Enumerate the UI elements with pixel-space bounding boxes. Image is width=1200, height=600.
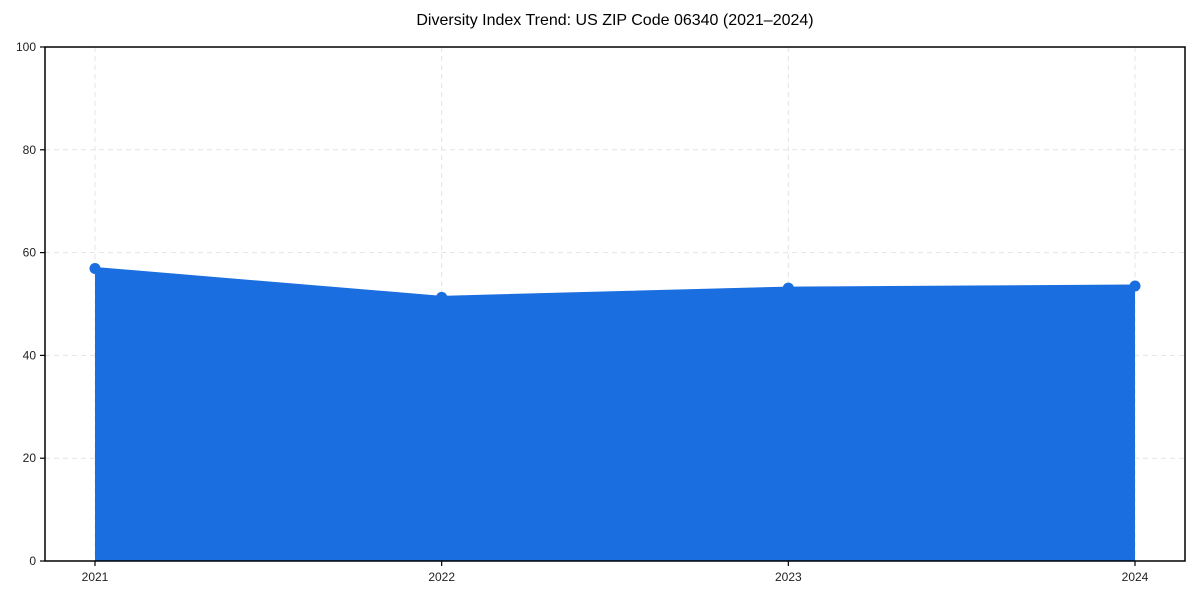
data-point [89, 263, 101, 275]
y-tick-label: 60 [23, 246, 37, 260]
y-tick-label: 100 [16, 40, 36, 54]
y-tick-label: 20 [23, 451, 37, 465]
x-tick-label: 2021 [82, 570, 109, 584]
plot-border [44, 46, 1186, 562]
x-tick-label: 2024 [1122, 570, 1149, 584]
data-point [436, 291, 448, 303]
data-point [782, 282, 794, 294]
y-tick-label: 40 [23, 348, 37, 362]
chart-title: Diversity Index Trend: US ZIP Code 06340… [416, 12, 814, 29]
trend-line [93, 267, 1137, 299]
data-point [1129, 280, 1141, 292]
area-fill [95, 268, 1135, 561]
y-tick-label: 0 [29, 554, 36, 568]
y-tick-label: 80 [23, 143, 37, 157]
x-tick-label: 2023 [775, 570, 802, 584]
x-tick-label: 2022 [428, 570, 455, 584]
